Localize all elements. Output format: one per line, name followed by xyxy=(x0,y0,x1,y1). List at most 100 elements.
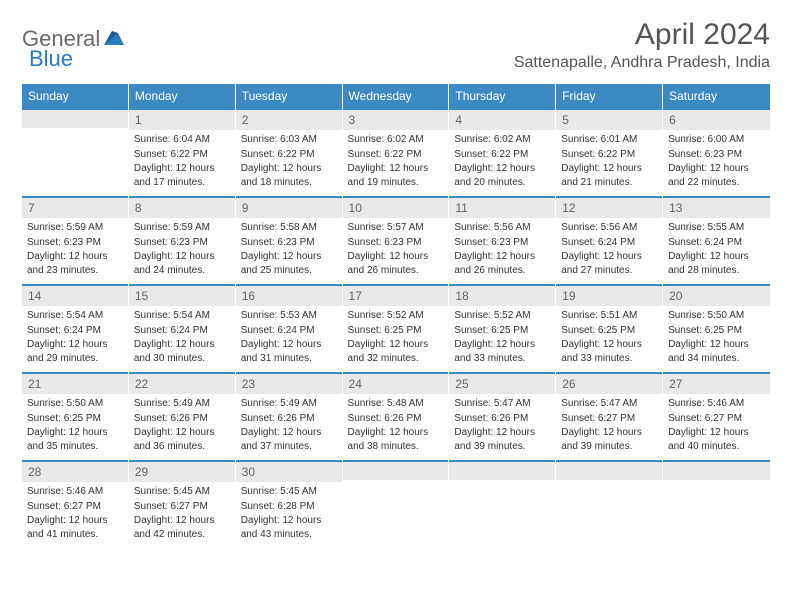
calendar-cell: 19Sunrise: 5:51 AMSunset: 6:25 PMDayligh… xyxy=(556,284,663,372)
calendar-cell: 9Sunrise: 5:58 AMSunset: 6:23 PMDaylight… xyxy=(236,196,343,284)
daylight-text: Daylight: 12 hours and 20 minutes. xyxy=(454,162,550,189)
sunrise-text: Sunrise: 5:59 AM xyxy=(134,221,230,235)
sunset-text: Sunset: 6:23 PM xyxy=(27,236,123,250)
sunrise-text: Sunrise: 5:57 AM xyxy=(348,221,444,235)
daylight-text: Daylight: 12 hours and 18 minutes. xyxy=(241,162,337,189)
month-title: April 2024 xyxy=(514,18,770,52)
day-details: Sunrise: 5:47 AMSunset: 6:27 PMDaylight:… xyxy=(556,394,662,458)
calendar-cell: 11Sunrise: 5:56 AMSunset: 6:23 PMDayligh… xyxy=(449,196,556,284)
daylight-text: Daylight: 12 hours and 35 minutes. xyxy=(27,426,123,453)
calendar-table: SundayMondayTuesdayWednesdayThursdayFrid… xyxy=(22,84,770,548)
day-details: Sunrise: 5:59 AMSunset: 6:23 PMDaylight:… xyxy=(129,218,235,282)
empty-day-head xyxy=(556,460,662,480)
sunset-text: Sunset: 6:23 PM xyxy=(241,236,337,250)
day-number: 17 xyxy=(343,284,449,306)
sunrise-text: Sunrise: 5:55 AM xyxy=(668,221,765,235)
sunset-text: Sunset: 6:25 PM xyxy=(348,324,444,338)
day-details: Sunrise: 5:56 AMSunset: 6:24 PMDaylight:… xyxy=(556,218,662,282)
logo-text-blue: Blue xyxy=(29,46,73,71)
calendar-cell: 29Sunrise: 5:45 AMSunset: 6:27 PMDayligh… xyxy=(129,460,236,548)
sunset-text: Sunset: 6:24 PM xyxy=(241,324,337,338)
logo-triangle-icon xyxy=(104,29,124,50)
daylight-text: Daylight: 12 hours and 37 minutes. xyxy=(241,426,337,453)
location-text: Sattenapalle, Andhra Pradesh, India xyxy=(514,54,770,72)
sunrise-text: Sunrise: 5:54 AM xyxy=(134,309,230,323)
day-number: 24 xyxy=(343,372,449,394)
weekday-header: Sunday xyxy=(22,84,129,108)
day-details: Sunrise: 5:56 AMSunset: 6:23 PMDaylight:… xyxy=(449,218,555,282)
daylight-text: Daylight: 12 hours and 26 minutes. xyxy=(348,250,444,277)
empty-day-head xyxy=(22,108,128,128)
sunset-text: Sunset: 6:23 PM xyxy=(134,236,230,250)
calendar-cell: 23Sunrise: 5:49 AMSunset: 6:26 PMDayligh… xyxy=(236,372,343,460)
sunrise-text: Sunrise: 5:48 AM xyxy=(348,397,444,411)
calendar-cell: 22Sunrise: 5:49 AMSunset: 6:26 PMDayligh… xyxy=(129,372,236,460)
day-number: 11 xyxy=(449,196,555,218)
sunset-text: Sunset: 6:22 PM xyxy=(348,148,444,162)
day-details: Sunrise: 5:55 AMSunset: 6:24 PMDaylight:… xyxy=(663,218,770,282)
sunset-text: Sunset: 6:25 PM xyxy=(27,412,123,426)
sunrise-text: Sunrise: 5:51 AM xyxy=(561,309,657,323)
day-number: 27 xyxy=(663,372,770,394)
empty-day-head xyxy=(663,460,770,480)
calendar-cell: 10Sunrise: 5:57 AMSunset: 6:23 PMDayligh… xyxy=(343,196,450,284)
sunrise-text: Sunrise: 5:45 AM xyxy=(241,485,337,499)
daylight-text: Daylight: 12 hours and 42 minutes. xyxy=(134,514,230,541)
day-details: Sunrise: 5:50 AMSunset: 6:25 PMDaylight:… xyxy=(22,394,128,458)
day-number: 16 xyxy=(236,284,342,306)
calendar-cell: 21Sunrise: 5:50 AMSunset: 6:25 PMDayligh… xyxy=(22,372,129,460)
day-number: 7 xyxy=(22,196,128,218)
calendar-cell: 18Sunrise: 5:52 AMSunset: 6:25 PMDayligh… xyxy=(449,284,556,372)
sunset-text: Sunset: 6:27 PM xyxy=(668,412,765,426)
daylight-text: Daylight: 12 hours and 34 minutes. xyxy=(668,338,765,365)
sunset-text: Sunset: 6:26 PM xyxy=(454,412,550,426)
day-details: Sunrise: 5:54 AMSunset: 6:24 PMDaylight:… xyxy=(129,306,235,370)
day-number: 22 xyxy=(129,372,235,394)
day-number: 21 xyxy=(22,372,128,394)
daylight-text: Daylight: 12 hours and 29 minutes. xyxy=(27,338,123,365)
sunrise-text: Sunrise: 5:46 AM xyxy=(27,485,123,499)
day-number: 19 xyxy=(556,284,662,306)
day-number: 29 xyxy=(129,460,235,482)
calendar-cell: 12Sunrise: 5:56 AMSunset: 6:24 PMDayligh… xyxy=(556,196,663,284)
daylight-text: Daylight: 12 hours and 39 minutes. xyxy=(561,426,657,453)
sunrise-text: Sunrise: 5:58 AM xyxy=(241,221,337,235)
calendar-cell: 7Sunrise: 5:59 AMSunset: 6:23 PMDaylight… xyxy=(22,196,129,284)
day-number: 5 xyxy=(556,108,662,130)
daylight-text: Daylight: 12 hours and 30 minutes. xyxy=(134,338,230,365)
sunrise-text: Sunrise: 5:45 AM xyxy=(134,485,230,499)
day-number: 8 xyxy=(129,196,235,218)
daylight-text: Daylight: 12 hours and 22 minutes. xyxy=(668,162,765,189)
day-details: Sunrise: 5:49 AMSunset: 6:26 PMDaylight:… xyxy=(129,394,235,458)
day-number: 28 xyxy=(22,460,128,482)
calendar-cell: 2Sunrise: 6:03 AMSunset: 6:22 PMDaylight… xyxy=(236,108,343,196)
calendar-cell: 5Sunrise: 6:01 AMSunset: 6:22 PMDaylight… xyxy=(556,108,663,196)
daylight-text: Daylight: 12 hours and 33 minutes. xyxy=(454,338,550,365)
daylight-text: Daylight: 12 hours and 21 minutes. xyxy=(561,162,657,189)
sunrise-text: Sunrise: 5:59 AM xyxy=(27,221,123,235)
daylight-text: Daylight: 12 hours and 25 minutes. xyxy=(241,250,337,277)
day-number: 30 xyxy=(236,460,342,482)
sunset-text: Sunset: 6:25 PM xyxy=(454,324,550,338)
calendar-cell xyxy=(343,460,450,548)
calendar-row: 7Sunrise: 5:59 AMSunset: 6:23 PMDaylight… xyxy=(22,196,770,284)
day-number: 18 xyxy=(449,284,555,306)
empty-day-head xyxy=(343,460,449,480)
daylight-text: Daylight: 12 hours and 31 minutes. xyxy=(241,338,337,365)
day-details: Sunrise: 5:59 AMSunset: 6:23 PMDaylight:… xyxy=(22,218,128,282)
day-number: 15 xyxy=(129,284,235,306)
daylight-text: Daylight: 12 hours and 23 minutes. xyxy=(27,250,123,277)
day-details: Sunrise: 6:02 AMSunset: 6:22 PMDaylight:… xyxy=(449,130,555,194)
daylight-text: Daylight: 12 hours and 33 minutes. xyxy=(561,338,657,365)
sunset-text: Sunset: 6:23 PM xyxy=(454,236,550,250)
weekday-header: Monday xyxy=(129,84,236,108)
day-details: Sunrise: 5:46 AMSunset: 6:27 PMDaylight:… xyxy=(22,482,128,546)
calendar-header-row: SundayMondayTuesdayWednesdayThursdayFrid… xyxy=(22,84,770,108)
sunset-text: Sunset: 6:24 PM xyxy=(27,324,123,338)
calendar-cell: 28Sunrise: 5:46 AMSunset: 6:27 PMDayligh… xyxy=(22,460,129,548)
day-details: Sunrise: 6:00 AMSunset: 6:23 PMDaylight:… xyxy=(663,130,770,194)
sunrise-text: Sunrise: 5:54 AM xyxy=(27,309,123,323)
daylight-text: Daylight: 12 hours and 36 minutes. xyxy=(134,426,230,453)
sunrise-text: Sunrise: 5:56 AM xyxy=(561,221,657,235)
sunset-text: Sunset: 6:23 PM xyxy=(668,148,765,162)
